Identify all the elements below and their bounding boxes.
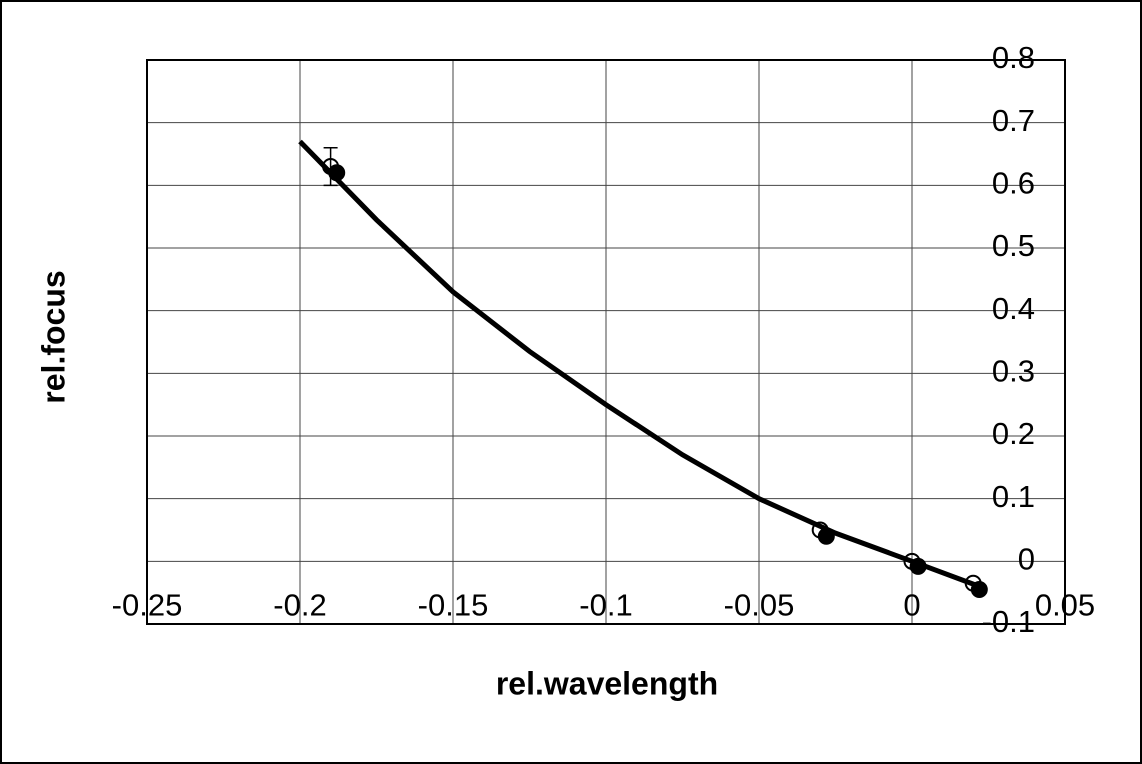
y-axis-title: rel.focus (35, 270, 71, 403)
y-tick-label: -0.1 (982, 604, 1035, 639)
y-tick-label: 0.1 (992, 479, 1035, 514)
x-tick-label: -0.15 (418, 588, 489, 623)
y-tick-label: 0.6 (992, 166, 1035, 201)
y-tick-label: 0.8 (992, 40, 1035, 75)
x-tick-label: -0.1 (579, 588, 632, 623)
y-tick-label: 0.5 (992, 228, 1035, 263)
y-tick-label: 0.3 (992, 354, 1035, 389)
x-tick-label: -0.25 (112, 588, 183, 623)
fit-curve (298, 139, 981, 589)
x-tick-label: 0 (903, 588, 920, 623)
x-axis-title: rel.wavelength (496, 665, 718, 701)
y-tick-label: 0.2 (992, 416, 1035, 451)
error-bar (323, 146, 338, 187)
plot-area (146, 59, 1066, 625)
x-tick-label: -0.05 (724, 588, 795, 623)
y-tick-label: 0.4 (992, 291, 1035, 326)
x-tick-label: 0.05 (1035, 588, 1095, 623)
y-tick-label: 0.7 (992, 103, 1035, 138)
y-tick-label: 0 (1018, 542, 1035, 577)
x-tick-label: -0.2 (273, 588, 326, 623)
